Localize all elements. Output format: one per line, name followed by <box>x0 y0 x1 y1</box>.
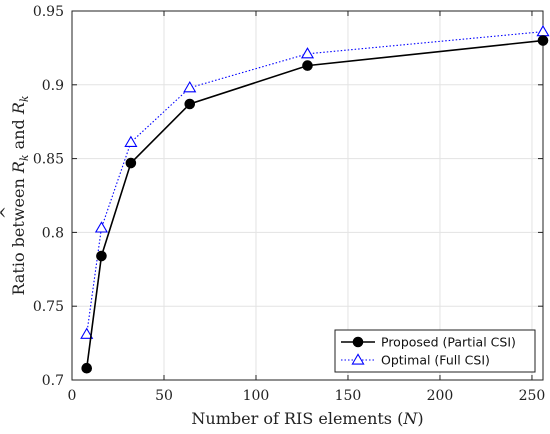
series-circle <box>81 35 549 374</box>
y-tick-label: 0.95 <box>33 4 64 20</box>
legend-label: Optimal (Full CSI) <box>381 353 490 368</box>
legend-label: Proposed (Partial CSI) <box>381 335 516 350</box>
data-point-triangle <box>300 47 315 59</box>
x-tick-label: 250 <box>519 388 546 404</box>
series-layer <box>80 24 550 374</box>
data-point-circle <box>81 362 93 374</box>
y-tick-label: 0.85 <box>33 152 64 168</box>
x-tick-label: 200 <box>427 388 454 404</box>
legend-item: Proposed (Partial CSI) <box>341 335 516 350</box>
y-axis-label-text: Ratio between Rk and Rk <box>9 95 31 295</box>
x-axis-label-text: Number of RIS elements ( <box>191 409 403 428</box>
data-point-circle <box>184 98 196 110</box>
plot-frame <box>71 10 544 381</box>
y-tick-label: 0.9 <box>42 78 64 94</box>
series-triangle <box>80 24 550 339</box>
data-point-circle <box>537 35 549 46</box>
y-axis-label-r: R <box>9 102 28 115</box>
data-point-circle <box>302 60 313 71</box>
data-point-triangle <box>94 221 108 233</box>
x-tick-label: 50 <box>155 388 173 404</box>
legend: Proposed (Partial CSI) Optimal (Full CSI) <box>334 329 536 373</box>
x-tick-label: 0 <box>68 388 77 404</box>
data-point-triangle <box>351 353 365 365</box>
x-axis-label-end: ) <box>417 409 423 428</box>
data-point-triangle <box>183 81 197 93</box>
y-axis-label-sub: k <box>18 154 31 161</box>
y-tick-label: 0.7 <box>42 373 64 389</box>
y-tick-label: 0.75 <box>33 299 64 315</box>
series-line <box>85 39 544 369</box>
axis-ticks: 0 50 100 150 200 250 0.7 0.75 0.8 0.85 0.9 0.95 <box>33 4 546 404</box>
legend-item: Optimal (Full CSI) <box>341 353 490 368</box>
data-point-triangle <box>536 24 550 37</box>
y-axis-label-part: Ratio between <box>9 173 28 295</box>
y-tick-label: 0.8 <box>42 225 64 241</box>
y-axis-label-rhat: R <box>9 161 28 174</box>
data-point-circle <box>352 336 364 348</box>
data-point-triangle <box>80 327 94 339</box>
legend-box <box>334 329 536 373</box>
y-axis-label-sub: k <box>18 95 31 102</box>
y-axis-label: Ratio between Rk and Rk ^ <box>0 95 31 295</box>
data-point-circle <box>96 250 107 262</box>
x-axis-label: Number of RIS elements (N) <box>191 409 423 428</box>
x-axis-label-var: N <box>402 409 418 428</box>
y-axis-label-hat: ^ <box>0 206 16 219</box>
data-point-circle <box>125 157 137 169</box>
y-axis-label-part: and <box>9 114 28 154</box>
data-point-triangle <box>124 135 138 147</box>
x-tick-label: 150 <box>335 388 362 404</box>
series-line <box>86 31 544 335</box>
x-tick-label: 100 <box>243 388 270 404</box>
